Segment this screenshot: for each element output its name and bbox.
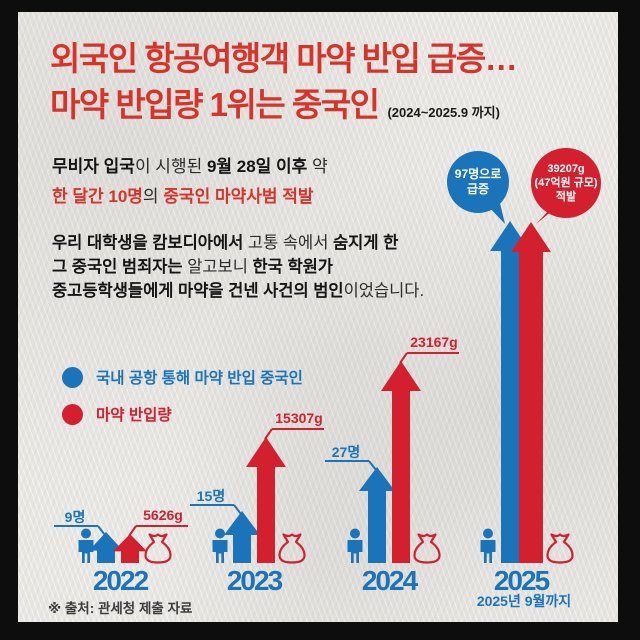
year-label-2024: 2024 — [361, 565, 418, 596]
source-note: ※ 출처: 관세청 제출 자료 — [48, 601, 193, 616]
callout-text-line: 39207g — [547, 162, 585, 175]
callout-text-line: 적발 — [555, 191, 577, 204]
person-icon-head — [350, 528, 360, 539]
callout-balloon-amount: 39207g (47억원 규모) 적발 — [531, 148, 601, 218]
title-line-1: 외국인 항공여행객 마약 반입 급증… — [50, 40, 518, 77]
callout-text-line: 급증 — [466, 182, 490, 196]
value-label-people: 27명 — [331, 444, 361, 460]
year-label-2025: 2025 — [493, 565, 550, 596]
legend-item-people: 국내 공항 통해 마약 반입 중국인 — [62, 366, 303, 388]
label-connector-line — [97, 525, 106, 536]
people-arrow-2023 — [224, 511, 260, 563]
legend-dot-blue-icon — [62, 366, 83, 388]
year-label-2023: 2023 — [226, 565, 283, 596]
paragraph-line: 한 달간 10명의 중국인 마약사범 적발 — [52, 182, 328, 212]
callout-text-line: (47억원 규모) — [534, 176, 598, 189]
paragraph-line: 그 중국인 범죄자는 알고보니 한국 학원가 — [52, 255, 424, 279]
text-segment: 중국인 마약사범 적발 — [163, 187, 314, 206]
money-bag-icon — [546, 533, 574, 564]
value-label-people: 9명 — [64, 509, 86, 525]
text-segment: 중고등학생들에게 마약을 건넨 사건의 범인 — [52, 282, 344, 300]
value-label-people: 15명 — [196, 488, 226, 504]
person-icon-head — [215, 528, 225, 539]
label-connector-line — [128, 525, 137, 537]
label-connector-line — [368, 460, 377, 471]
legend-label-people: 국내 공항 통해 마약 반입 중국인 — [96, 366, 303, 388]
money-bag-icon — [278, 533, 306, 564]
title-period-note: (2024~2025.9 까지) — [387, 105, 500, 121]
paragraph-line: 중고등학생들에게 마약을 건넨 사건의 범인이었습니다. — [52, 279, 424, 303]
money-bag-icon — [413, 533, 441, 564]
text-segment: 이 시행된 — [134, 157, 207, 176]
amount-arrow-2022 — [113, 534, 147, 563]
legend-label-amount: 마약 반입량 — [96, 407, 172, 424]
title-block: 외국인 항공여행객 마약 반입 급증… 마약 반입량 1위는 중국인 (2024… — [50, 36, 595, 127]
value-label-amount: 15307g — [275, 410, 323, 426]
person-icon — [480, 540, 496, 563]
legend-item-amount: 마약 반입량 — [62, 403, 172, 425]
value-label-amount: 5626g — [143, 507, 183, 523]
text-segment: 9월 28일 이후 — [206, 157, 308, 176]
money-bag-icon — [144, 533, 172, 564]
year-sublabel: 2025년 9월까지 — [476, 593, 572, 609]
text-segment: 무비자 입국 — [52, 157, 135, 176]
amount-arrow-2024 — [381, 361, 421, 563]
person-icon — [212, 540, 228, 563]
label-connector-line — [399, 352, 408, 364]
legend-label-people-pre: 국내 공항 통해 — [96, 370, 195, 387]
paragraph-line: 무비자 입국이 시행된 9월 28일 이후 약 — [52, 152, 328, 182]
text-segment: 의 — [142, 187, 164, 206]
people-arrow-2024 — [359, 467, 395, 563]
legend-dot-red-icon — [62, 403, 83, 425]
year-label-2022: 2022 — [92, 565, 149, 596]
text-segment: 한국 학원가 — [252, 258, 333, 276]
person-icon-head — [483, 528, 493, 539]
label-connector-line — [233, 504, 242, 515]
people-arrow-2022 — [89, 532, 123, 563]
paragraph-line: 우리 대학생을 캄보디아에서 고통 속에서 숨지게 한 — [52, 231, 424, 255]
label-connector-line — [264, 428, 273, 440]
text-segment: 이었습니다. — [343, 282, 425, 300]
legend-label-people-bold: 마약 반입 중국인 — [194, 370, 303, 387]
text-segment: 그 중국인 범죄자는 — [52, 258, 183, 276]
people-arrow-2025 — [490, 221, 530, 563]
amount-arrow-2025 — [511, 222, 551, 563]
person-icon — [347, 540, 363, 563]
text-segment: 우리 대학생을 캄보디아에서 — [52, 234, 244, 252]
amount-arrow-2023 — [246, 437, 286, 563]
callout-text-line: 97명으로 — [454, 167, 502, 181]
text-segment: 약 — [307, 157, 328, 176]
title-line-2: 마약 반입량 1위는 중국인 — [50, 85, 380, 123]
text-segment: 고통 속에서 — [243, 234, 333, 252]
callout-balloon-people: 97명으로 급증 — [447, 151, 509, 213]
text-segment: 한 달간 10명 — [52, 187, 143, 206]
value-label-amount: 23167g — [410, 334, 458, 350]
person-icon-head — [81, 528, 91, 539]
text-segment: 숨지게 한 — [333, 234, 399, 252]
person-icon — [78, 540, 94, 563]
text-segment: 알고보니 — [182, 258, 253, 276]
